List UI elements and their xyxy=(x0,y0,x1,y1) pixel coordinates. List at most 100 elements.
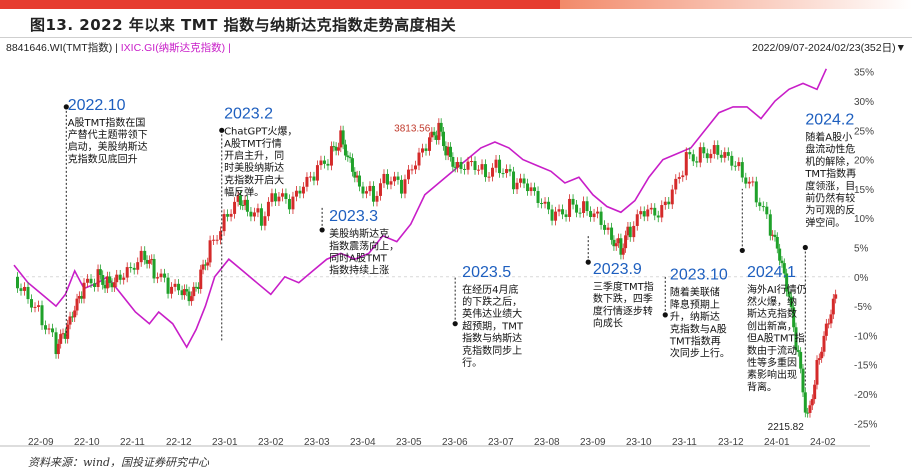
tmt-candle-body xyxy=(642,211,646,217)
tmt-candle-body xyxy=(773,234,777,237)
tmt-candle-body xyxy=(287,199,291,210)
tmt-candle-body xyxy=(621,248,625,255)
tmt-candle-body xyxy=(245,199,249,212)
annotation-text: 行。 xyxy=(462,356,482,369)
annotation-text: 升，纳斯达 xyxy=(670,310,720,323)
tmt-candle-body xyxy=(173,283,177,287)
tmt-candle-body xyxy=(477,169,481,171)
tmt-candle-body xyxy=(159,273,163,278)
tmt-candle-body xyxy=(305,176,309,187)
annotation-text: 指数震荡向上， xyxy=(329,239,399,252)
tmt-candle-body xyxy=(371,185,375,202)
tmt-candle-body xyxy=(143,250,147,260)
tmt-candle-body xyxy=(180,290,184,296)
tmt-candle-body xyxy=(382,173,386,184)
x-tick-label: 23-05 xyxy=(396,437,422,448)
tmt-candle-body xyxy=(343,144,347,156)
header-bar xyxy=(0,0,912,9)
annotation-text: 克指数同步上 xyxy=(462,344,522,357)
annotation-text: 度行情逐步转 xyxy=(593,304,653,317)
x-tick-label: 23-11 xyxy=(672,437,697,448)
date-range-selector[interactable]: 2022/09/07-2024/02/23(352日)▼ xyxy=(751,42,906,54)
tmt-candle-body xyxy=(554,211,558,221)
tmt-candle-body xyxy=(396,176,400,180)
tmt-candle-body xyxy=(194,286,198,288)
tmt-candle-body xyxy=(139,250,143,263)
tmt-candle-body xyxy=(550,209,554,221)
tmt-candle-body xyxy=(357,175,361,187)
tmt-candle-body xyxy=(163,273,167,278)
tmt-candle-body xyxy=(470,161,474,163)
annotation-dot xyxy=(452,321,458,327)
tmt-candle-body xyxy=(203,264,207,266)
tmt-candle-body xyxy=(82,282,86,299)
annotation-text: 克指数与A股 xyxy=(670,322,727,335)
annotation-text: 然火爆，纳 xyxy=(747,295,797,308)
tmt-candle-body xyxy=(505,169,509,174)
tmt-candle-body xyxy=(98,269,102,276)
tmt-candle-body xyxy=(80,296,84,299)
annotation-text: 三季度TMT指 xyxy=(593,280,654,293)
tmt-candle-body xyxy=(378,183,382,196)
tmt-candle-body xyxy=(646,209,650,217)
tmt-candle-body xyxy=(147,260,151,264)
legend-ixic[interactable]: IXIC.GI(纳斯达克指数) | xyxy=(120,42,231,54)
tmt-candle-body xyxy=(361,186,365,194)
tmt-candle-body xyxy=(677,177,681,179)
tmt-candle-body xyxy=(785,273,789,292)
tmt-candle-body xyxy=(765,206,769,215)
tmt-candle-body xyxy=(185,289,189,292)
annotation-heading: 2023.5 xyxy=(462,264,511,281)
tmt-candle-body xyxy=(315,165,319,181)
annotation-text: 数下跌，四季 xyxy=(593,292,653,305)
tmt-candle-body xyxy=(44,325,48,330)
tmt-candle-body xyxy=(410,169,414,171)
annotation-dot xyxy=(319,227,325,233)
annotation-text: 美股纳斯达克 xyxy=(329,227,389,240)
annotation-text: 的下跌之后， xyxy=(462,295,522,308)
tmt-candle-body xyxy=(592,213,596,218)
tmt-candle-body xyxy=(263,216,267,226)
tmt-candle-body xyxy=(93,283,97,287)
tmt-candle-body xyxy=(428,137,431,151)
tmt-candle-body xyxy=(628,226,632,238)
tmt-candle-body xyxy=(663,201,667,206)
tmt-candle-body xyxy=(68,316,72,325)
tmt-candle-body xyxy=(256,208,260,213)
tmt-candle-body xyxy=(406,169,410,180)
tmt-candle-body xyxy=(768,214,772,236)
annotation-text: 指数与纳斯达 xyxy=(462,332,522,345)
annotation-heading: 2023.10 xyxy=(670,267,728,284)
tmt-candle-body xyxy=(152,258,156,279)
tmt-candle-body xyxy=(201,264,205,270)
annotation-heading: 2023.3 xyxy=(329,208,378,225)
x-tick-label: 24-02 xyxy=(810,437,836,448)
tmt-candle-body xyxy=(512,171,516,190)
tmt-candle-body xyxy=(719,154,723,158)
tmt-candle-body xyxy=(824,323,828,336)
annotation-text: ChatGPT火爆， xyxy=(224,126,297,138)
tmt-candle-body xyxy=(47,328,51,330)
annotation-dot xyxy=(802,244,808,251)
tmt-candle-body xyxy=(192,286,196,297)
header-bar-red xyxy=(0,0,560,9)
tmt-candle-body xyxy=(236,195,240,202)
tmt-candle-body xyxy=(417,152,421,166)
tmt-candle-body xyxy=(249,211,253,217)
annotation-heading: 2024.2 xyxy=(805,111,854,128)
legend-tmt[interactable]: 8841646.WI(TMT指数) | xyxy=(6,42,118,54)
annotation-text: 时美股纳斯达 xyxy=(224,161,284,174)
annotation-text: 随着A股小 xyxy=(805,130,852,143)
x-tick-label: 23-03 xyxy=(304,437,330,448)
tmt-candle-body xyxy=(653,207,657,216)
y-tick-label: 20% xyxy=(854,156,874,167)
tmt-candle-body xyxy=(754,181,758,203)
annotation-text: 前仍然有较 xyxy=(805,191,855,204)
tmt-candle-body xyxy=(626,226,630,236)
tmt-candle-body xyxy=(308,176,312,178)
tmt-candle-body xyxy=(334,146,338,151)
tmt-candle-body xyxy=(439,122,443,132)
tmt-candle-body xyxy=(491,167,495,177)
tmt-candle-body xyxy=(575,204,579,213)
tmt-candle-body xyxy=(799,351,803,369)
